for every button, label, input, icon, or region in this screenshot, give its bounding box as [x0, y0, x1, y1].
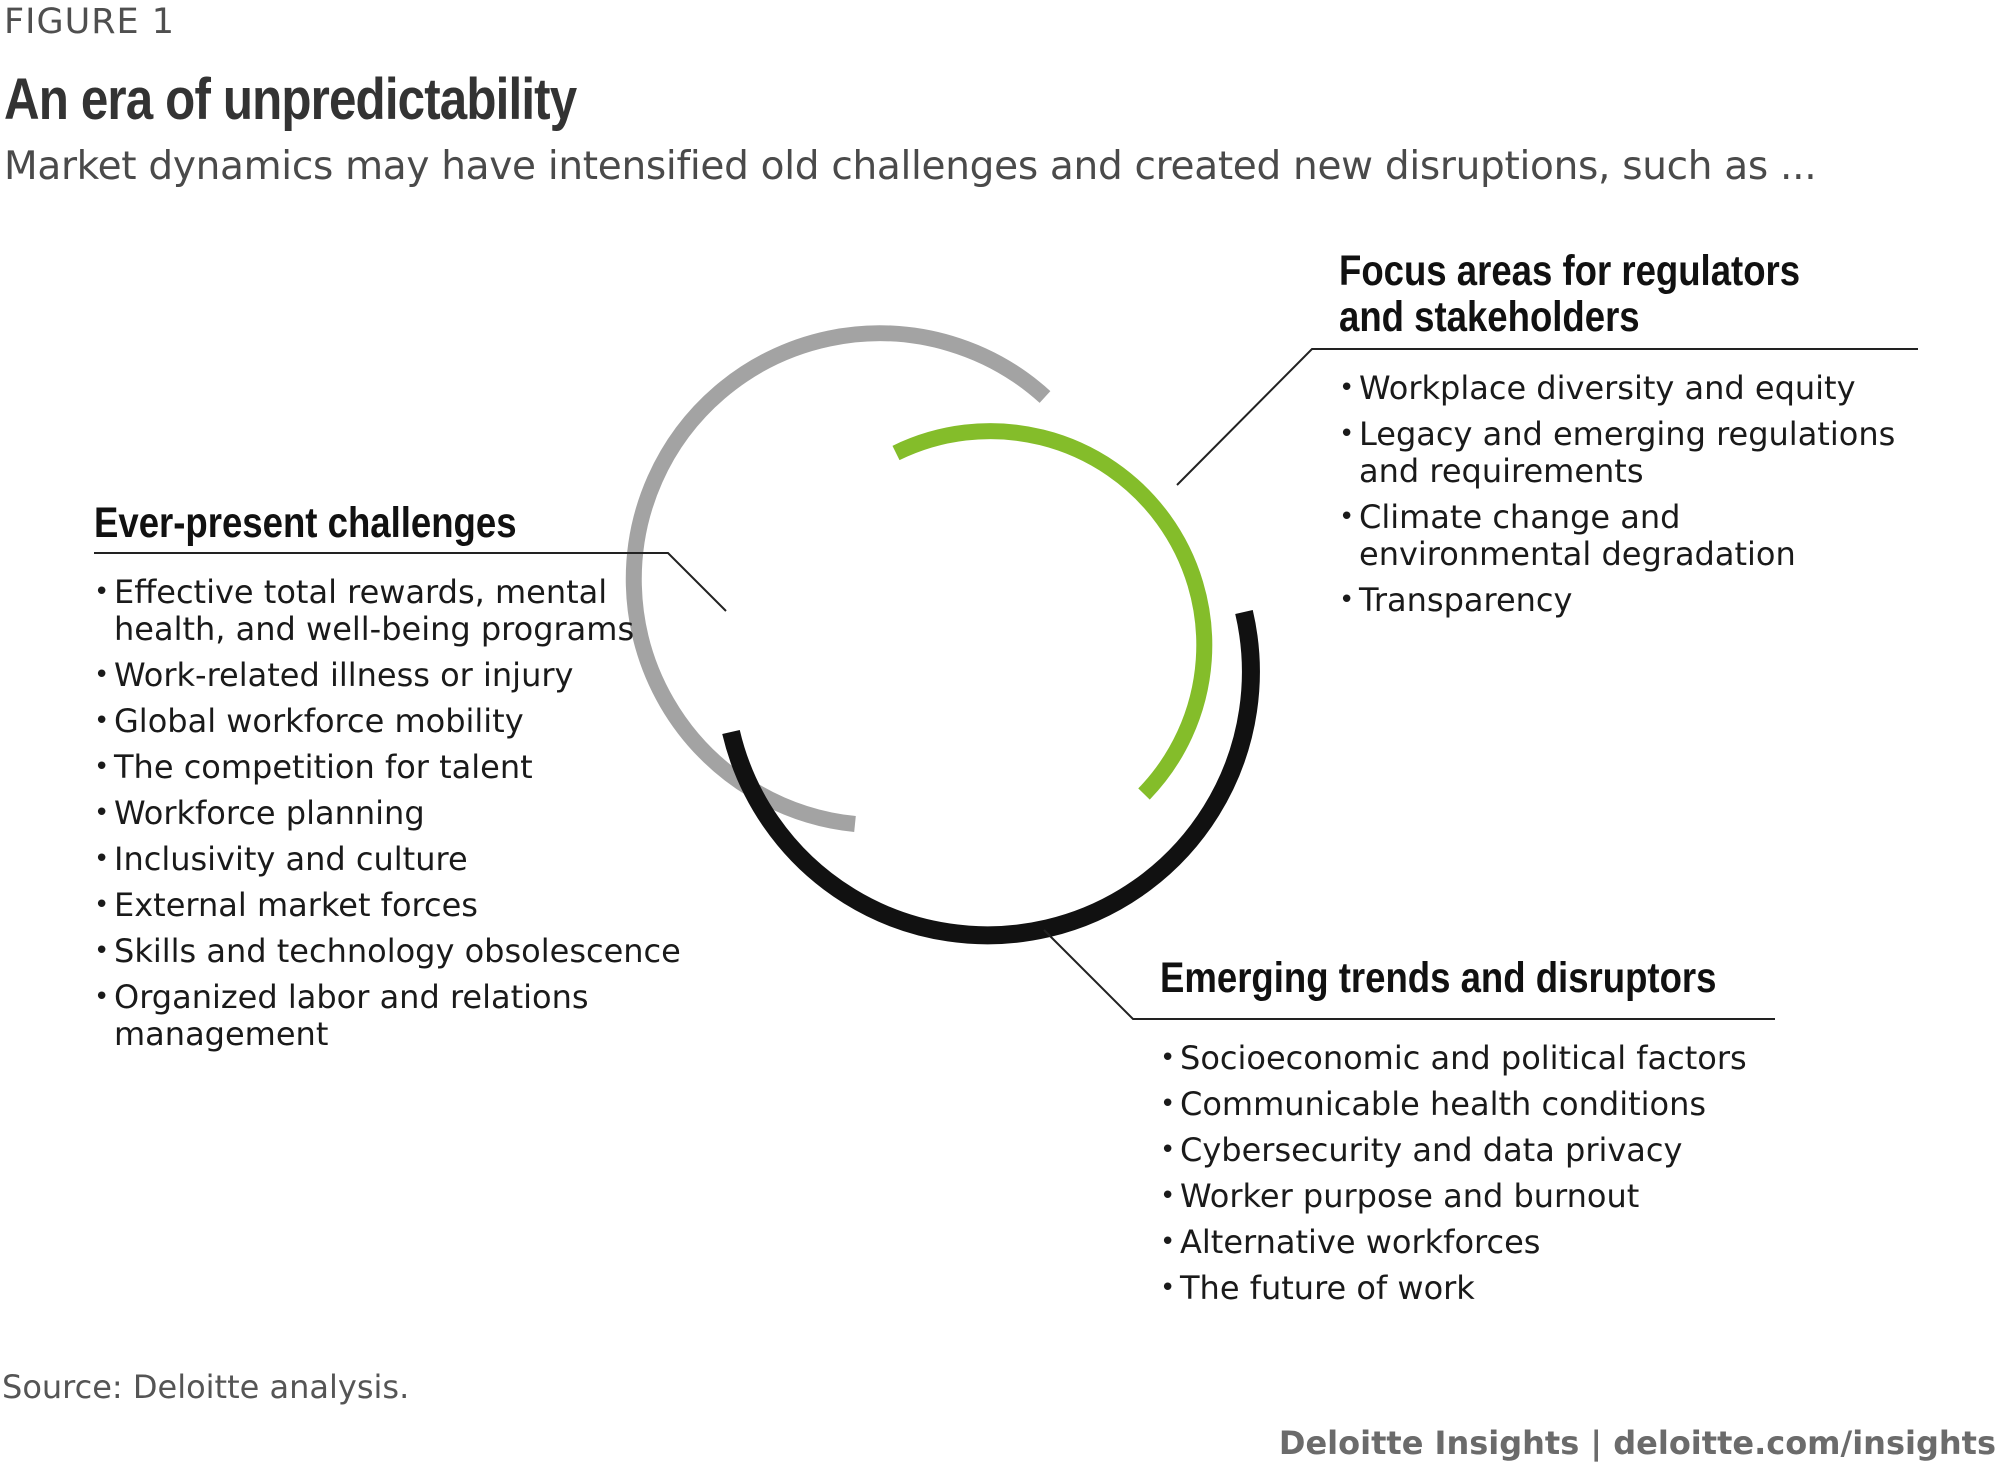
list-item: Worker purpose and burnout [1160, 1178, 1860, 1216]
list-item: The competition for talent [94, 749, 694, 787]
figure-subtitle: Market dynamics may have intensified old… [4, 144, 1817, 189]
trends-connector [1043, 929, 1775, 1020]
footer-credit: Deloitte Insights | deloitte.com/insight… [1278, 1424, 1996, 1462]
source-note: Source: Deloitte analysis. [2, 1368, 410, 1406]
gray-arc [625, 325, 1051, 832]
list-item: Work-related illness or injury [94, 657, 694, 695]
list-item: Inclusivity and culture [94, 841, 694, 879]
list-item: Transparency [1339, 582, 1909, 620]
focus-heading-line2: and stakeholders [1339, 293, 1640, 341]
challenges-connector [94, 552, 727, 612]
challenges-list: Effective total rewards, mental health, … [94, 574, 694, 1062]
focus-heading-line1: Focus areas for regulators [1339, 247, 1801, 295]
list-item: Workplace diversity and equity [1339, 370, 1909, 408]
figure-title: An era of unpredictability [4, 67, 577, 132]
focus-list: Workplace diversity and equity Legacy an… [1339, 370, 1909, 628]
focus-connector [1176, 348, 1918, 486]
figure-label: FIGURE 1 [4, 2, 176, 42]
list-item: Workforce planning [94, 795, 694, 833]
list-item: Effective total rewards, mental health, … [94, 574, 694, 648]
list-item: Climate change and environmental degrada… [1339, 499, 1909, 573]
list-item: Socioeconomic and political factors [1160, 1040, 1860, 1078]
list-item: Global workforce mobility [94, 703, 694, 741]
list-item: Legacy and emerging regulations and requ… [1339, 416, 1909, 490]
trends-list: Socioeconomic and political factors Comm… [1160, 1040, 1860, 1316]
trends-heading: Emerging trends and disruptors [1160, 954, 1717, 1002]
list-item: The future of work [1160, 1270, 1860, 1308]
list-item: Cybersecurity and data privacy [1160, 1132, 1860, 1170]
list-item: External market forces [94, 887, 694, 925]
list-item: Organized labor and relations management [94, 979, 694, 1053]
focus-heading: Focus areas for regulators and stakehold… [1339, 248, 1800, 340]
list-item: Skills and technology obsolescence [94, 933, 694, 971]
list-item: Alternative workforces [1160, 1224, 1860, 1262]
green-arc [892, 423, 1213, 800]
list-item: Communicable health conditions [1160, 1086, 1860, 1124]
black-arc [722, 609, 1260, 945]
challenges-heading: Ever-present challenges [94, 499, 517, 547]
